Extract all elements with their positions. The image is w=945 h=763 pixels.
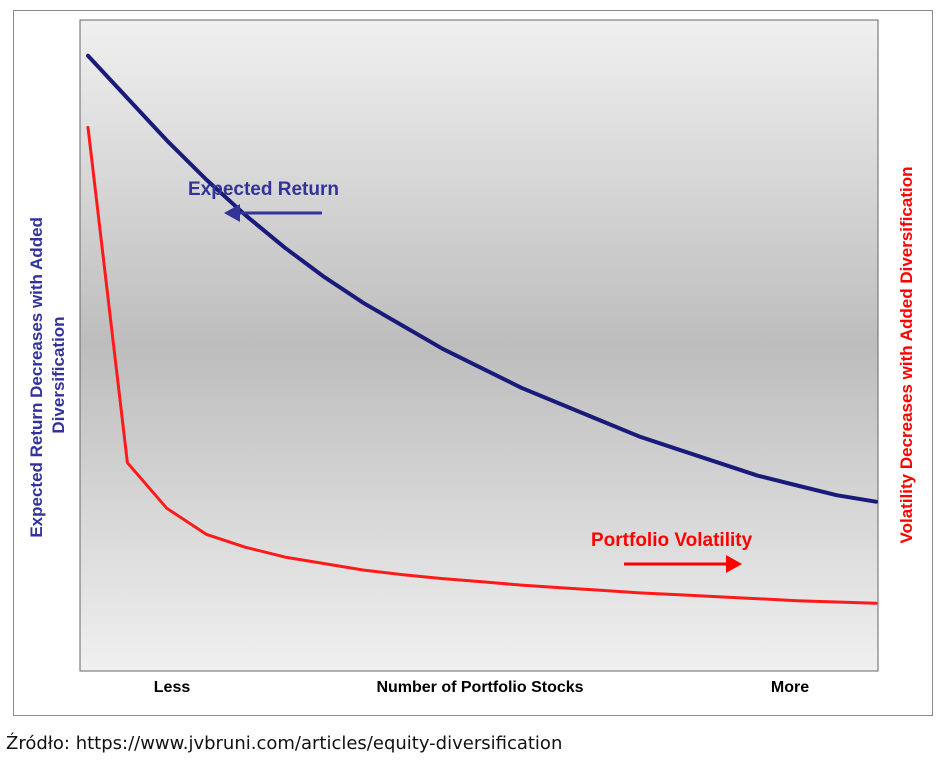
y-axis-label-left-line1: Expected Return Decreases with Added	[27, 217, 46, 538]
x-tick-more: More	[771, 679, 809, 696]
x-tick-less: Less	[154, 679, 191, 696]
annotation-expected-return: Expected Return	[188, 179, 339, 200]
series-line-expected-return	[86, 53, 878, 504]
plot-area	[79, 19, 879, 672]
y-axis-label-right: Volatility Decreases with Added Diversif…	[897, 167, 916, 544]
chart: Expected Return Portfolio Volatility Les…	[27, 19, 916, 696]
y-axis-label-left-line2: Diversification	[49, 316, 68, 433]
portfolio-volatility-arrow	[624, 555, 742, 573]
expected-return-arrow	[224, 204, 322, 222]
annotation-portfolio-volatility: Portfolio Volatility	[591, 530, 753, 551]
x-axis-label: Number of Portfolio Stocks	[376, 679, 583, 696]
y-axis-label-left: Expected Return Decreases with Added Div…	[27, 212, 68, 537]
source-caption: Źródło: https://www.jvbruni.com/articles…	[6, 733, 563, 754]
series-line-portfolio-volatility	[86, 125, 878, 605]
